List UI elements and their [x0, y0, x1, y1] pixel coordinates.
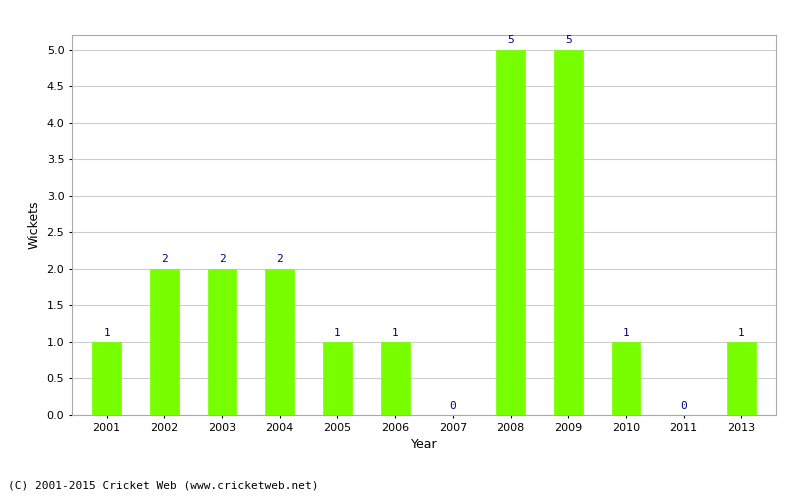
Text: 5: 5	[565, 35, 572, 45]
Text: 2: 2	[218, 254, 226, 264]
Bar	[496, 50, 525, 415]
Text: 0: 0	[680, 402, 687, 411]
Text: 2: 2	[161, 254, 168, 264]
X-axis label: Year: Year	[410, 438, 438, 451]
Text: 1: 1	[103, 328, 110, 338]
Bar	[554, 50, 582, 415]
Bar	[266, 269, 294, 415]
Bar	[208, 269, 237, 415]
Text: (C) 2001-2015 Cricket Web (www.cricketweb.net): (C) 2001-2015 Cricket Web (www.cricketwe…	[8, 480, 318, 490]
Bar	[92, 342, 121, 415]
Y-axis label: Wickets: Wickets	[28, 200, 41, 249]
Text: 5: 5	[507, 35, 514, 45]
Text: 1: 1	[392, 328, 398, 338]
Bar	[611, 342, 640, 415]
Text: 2: 2	[276, 254, 283, 264]
Bar	[323, 342, 352, 415]
Text: 1: 1	[622, 328, 630, 338]
Bar	[727, 342, 756, 415]
Text: 1: 1	[738, 328, 745, 338]
Text: 1: 1	[334, 328, 341, 338]
Bar	[381, 342, 410, 415]
Text: 0: 0	[450, 402, 456, 411]
Bar	[150, 269, 178, 415]
